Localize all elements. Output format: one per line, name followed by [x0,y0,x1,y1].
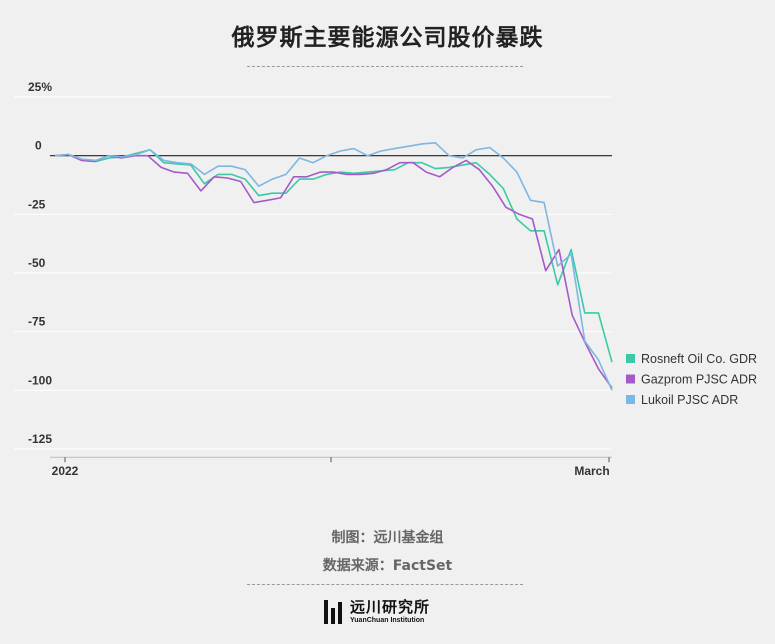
y-tick-label-3: -50 [28,256,46,270]
credit-source: 数据来源：FactSet [0,555,775,575]
legend-label-0: Rosneft Oil Co. GDR [641,352,757,366]
y-tick-label-4: -75 [28,315,46,329]
series-line-2 [55,143,612,390]
y-tick-label-5: -100 [28,373,52,387]
line-chart: 25% 0 -25 -50 -75 -100 -125 2022 March Rosneft … [0,0,775,520]
brand-logo: 远川研究所 YuanChuan Institution [324,598,430,626]
legend: Rosneft Oil Co. GDR Gazprom PJSC ADR Lukoi… [626,352,757,407]
legend-swatch-1 [626,375,635,384]
y-axis-ticks: 25% 0 -25 -50 -75 -100 -125 [28,80,52,446]
x-tick-label-0: 2022 [52,464,79,478]
y-tick-label-2: -25 [28,197,46,211]
credit-author: 制图：远川基金组 [0,527,775,547]
legend-swatch-2 [626,395,635,404]
grid-lines [14,97,612,449]
y-tick-label-0: 25% [28,80,52,94]
series-lines [55,143,612,390]
bottom-divider [247,584,523,585]
legend-label-1: Gazprom PJSC ADR [641,373,757,387]
y-tick-label-1: 0 [35,139,42,153]
brand-name-cn: 远川研究所 [350,600,430,615]
series-line-0 [55,150,612,362]
series-line-1 [55,155,612,389]
brand-name-en: YuanChuan Institution [350,617,430,624]
x-axis: 2022 March [50,457,612,478]
brand-logo-icon [324,600,342,624]
legend-swatch-0 [626,354,635,363]
x-tick-label-2: March [574,464,609,478]
y-tick-label-6: -125 [28,432,52,446]
legend-label-2: Lukoil PJSC ADR [641,393,738,407]
